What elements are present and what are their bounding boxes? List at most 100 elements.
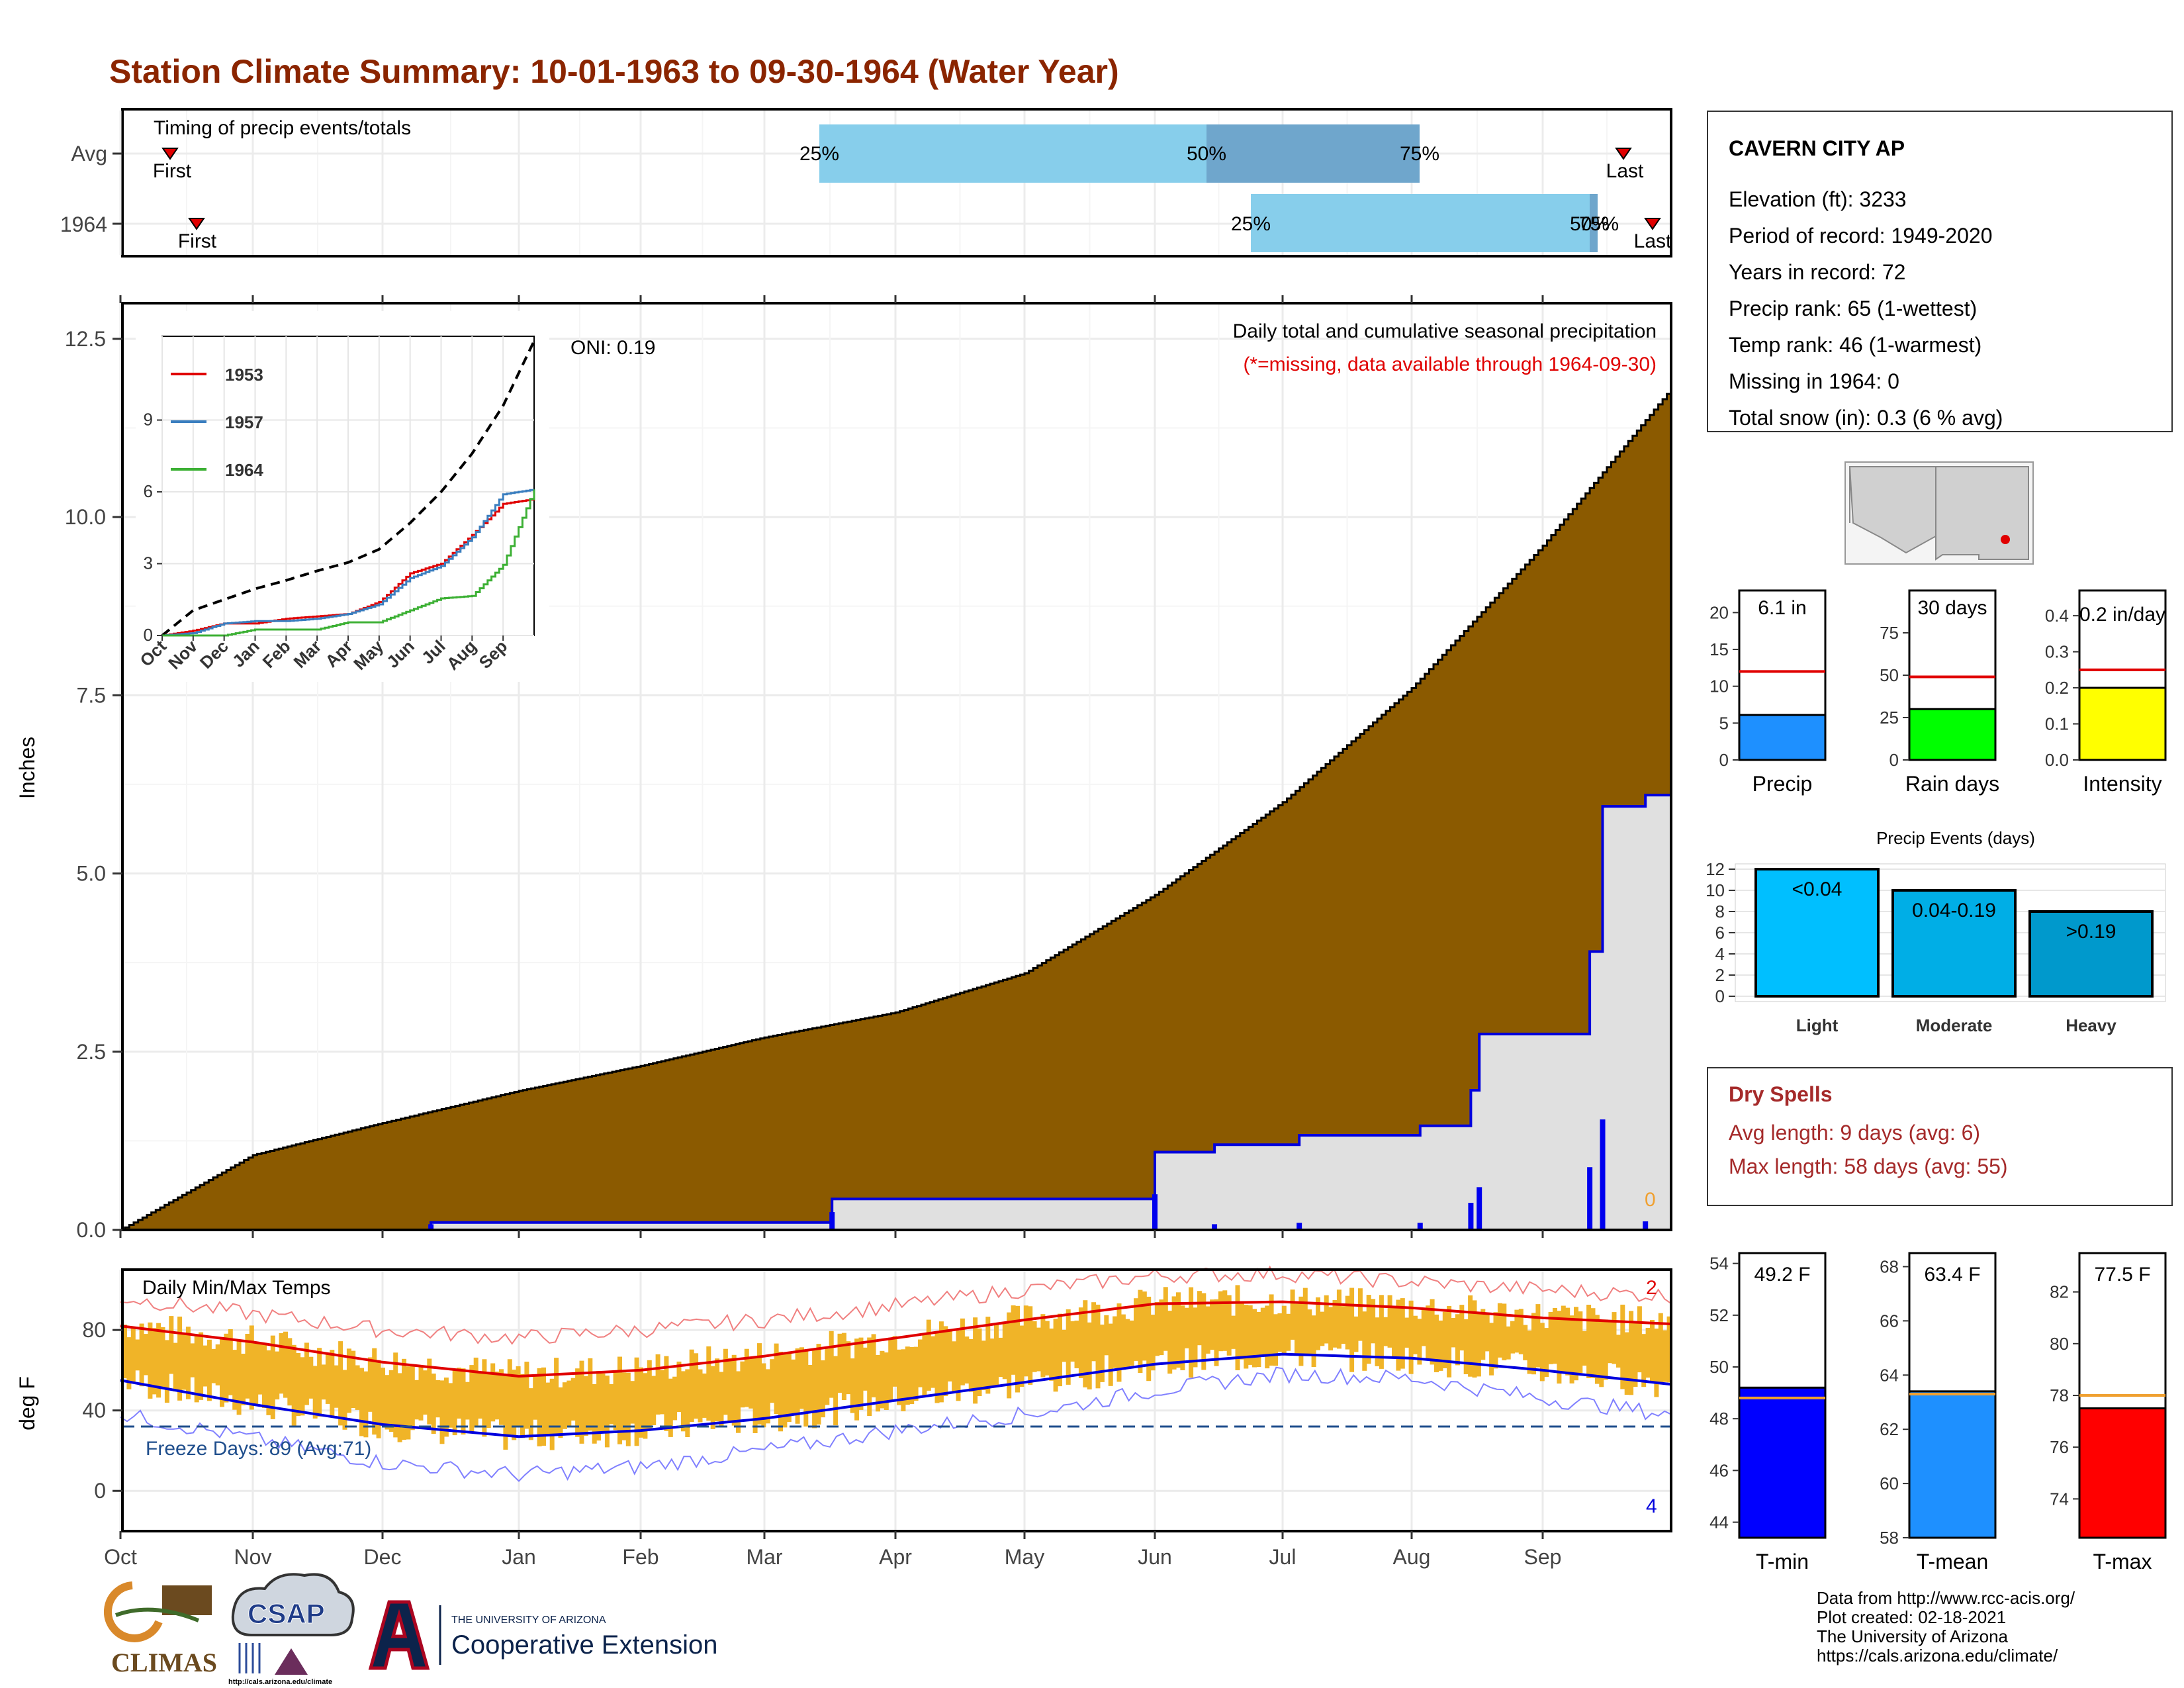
events-bars: <0.04 0.04-0.19 >0.19: [1754, 868, 2154, 998]
daily-temp-bar: [427, 1358, 432, 1425]
daily-precip-bar: [1212, 1224, 1218, 1230]
daily-temp-bar: [719, 1372, 724, 1427]
record-high-count: 2: [1646, 1277, 1657, 1299]
daily-temp-bar: [1087, 1322, 1092, 1389]
daily-temp-bar: [1058, 1313, 1062, 1387]
inset-ytick-label: 0: [144, 625, 153, 645]
daily-temp-bar: [1078, 1307, 1083, 1378]
inset-ytick-label: 9: [144, 410, 153, 430]
station-info-line: Years in record: 72: [1729, 260, 1905, 284]
daily-temp-bar: [1184, 1307, 1189, 1348]
daily-temp-bar: [1421, 1309, 1426, 1346]
daily-temp-bar: [164, 1340, 169, 1403]
daily-temp-bar: [1028, 1306, 1033, 1385]
ua-name: THE UNIVERSITY OF ARIZONA: [451, 1615, 606, 1626]
daily-temp-bar: [287, 1338, 293, 1406]
daily-temp-bar: [482, 1359, 487, 1437]
daily-temp-bar: [156, 1323, 161, 1398]
daily-precip-bar: [1600, 1119, 1606, 1230]
daily-temp-bar: [1189, 1287, 1194, 1378]
daily-temp-bar: [1510, 1321, 1515, 1354]
station-info-line: Period of record: 1949-2020: [1729, 224, 1992, 248]
daily-temp-bar: [710, 1366, 715, 1429]
daily-temp-bar: [1480, 1309, 1486, 1360]
daily-temp-bar: [1070, 1321, 1075, 1362]
gauge-bar: [1908, 708, 1997, 761]
avg-first-label: First: [153, 160, 192, 182]
events-bar: [2028, 910, 2154, 998]
month-label: Jun: [1138, 1545, 1172, 1569]
events-ytick-label: 4: [1715, 944, 1725, 964]
map-state-nm: [1935, 466, 2029, 561]
daily-temp-bar: [989, 1338, 995, 1387]
inset-ytick-label: 6: [144, 481, 153, 501]
daily-temp-bar: [461, 1368, 466, 1435]
daily-temp-bar: [1218, 1291, 1223, 1352]
daily-temp-bar: [952, 1341, 957, 1393]
daily-temp-bar: [1615, 1335, 1621, 1368]
daily-temp-bar: [964, 1336, 970, 1383]
avg-bar-50-75: [1206, 124, 1420, 183]
daily-temp-bar: [1328, 1307, 1334, 1350]
daily-temp-bar: [668, 1378, 673, 1437]
daily-temp-bar: [1083, 1300, 1088, 1387]
daily-temp-bar: [1167, 1311, 1173, 1374]
daily-temp-bar: [1341, 1306, 1346, 1344]
temp-xaxis: Oct Nov Dec Jan Feb Mar Apr May Jun Jul Aug Sep: [104, 1531, 1561, 1569]
daily-temp-bar: [1120, 1314, 1126, 1370]
daily-temp-bar: [977, 1328, 982, 1396]
daily-temp-bar: [1472, 1300, 1477, 1378]
temp-gauge-ytick-label: 52: [1709, 1305, 1729, 1325]
daily-temp-bar: [621, 1372, 627, 1440]
daily-temp-bar: [367, 1357, 373, 1412]
daily-temp-bar: [1214, 1299, 1219, 1366]
daily-temp-bar: [537, 1368, 542, 1446]
station-info-line: Missing in 1964: 0: [1729, 369, 1899, 393]
temp-gauge-ytick-label: 66: [1880, 1311, 1899, 1331]
year-p50-label: 50%: [1570, 213, 1610, 235]
daily-precip-bar: [1587, 1167, 1593, 1230]
temp-gauge-ytick-label: 76: [2050, 1437, 2069, 1457]
daily-temp-bar: [947, 1331, 952, 1382]
ua-block-a-icon: [368, 1600, 430, 1670]
daily-temp-bar: [1408, 1300, 1414, 1374]
precip-ytick-label: 12.5: [65, 327, 106, 351]
daily-temp-bar: [1307, 1309, 1312, 1356]
daily-temp-bar: [490, 1363, 496, 1422]
daily-temp-bar: [528, 1388, 533, 1440]
avg-p25-label: 25%: [799, 143, 839, 165]
daily-temp-bar: [740, 1361, 745, 1408]
timing-title: Timing of precip events/totals: [154, 117, 411, 139]
daily-temp-bar: [862, 1347, 868, 1391]
daily-temp-bar: [1387, 1295, 1392, 1348]
daily-temp-bar: [376, 1360, 381, 1438]
daily-temp-bar: [554, 1358, 559, 1434]
month-label: Oct: [104, 1545, 137, 1569]
daily-temp-bar: [351, 1350, 356, 1408]
daily-temp-bar: [715, 1358, 720, 1422]
daily-temp-bar: [1620, 1304, 1625, 1389]
month-label: May: [1005, 1545, 1044, 1569]
daily-temp-bar: [689, 1349, 694, 1423]
observed-cumulative-area: [122, 794, 1672, 1231]
csap-logo: CSAP http://cals.arizona.edu/climate: [228, 1573, 355, 1686]
temp-line: [120, 1265, 1672, 1345]
temp-gauge-bar: [1738, 1386, 1827, 1539]
year-last-label: Last: [1634, 230, 1672, 252]
month-label: Jul: [1269, 1545, 1297, 1569]
daily-temp-bar: [1548, 1312, 1553, 1364]
timing-row-label-year: 1964: [60, 212, 107, 236]
gauge-ytick-label: 0.4: [2045, 606, 2069, 626]
temp-gauge-ytick-label: 58: [1880, 1528, 1899, 1548]
daily-temp-bar: [275, 1351, 280, 1400]
daily-temp-bar: [1641, 1334, 1647, 1387]
daily-temp-bar: [731, 1354, 737, 1426]
daily-temp-bar: [148, 1322, 153, 1399]
daily-temp-bar: [795, 1348, 800, 1424]
daily-temp-bar: [1603, 1319, 1608, 1380]
daily-temp-bar: [397, 1373, 402, 1442]
climas-logo: CLIMAS: [104, 1581, 217, 1677]
daily-temp-bar: [1142, 1291, 1147, 1361]
daily-temp-bar: [232, 1350, 238, 1410]
temp-ytick-label: 40: [82, 1399, 106, 1423]
